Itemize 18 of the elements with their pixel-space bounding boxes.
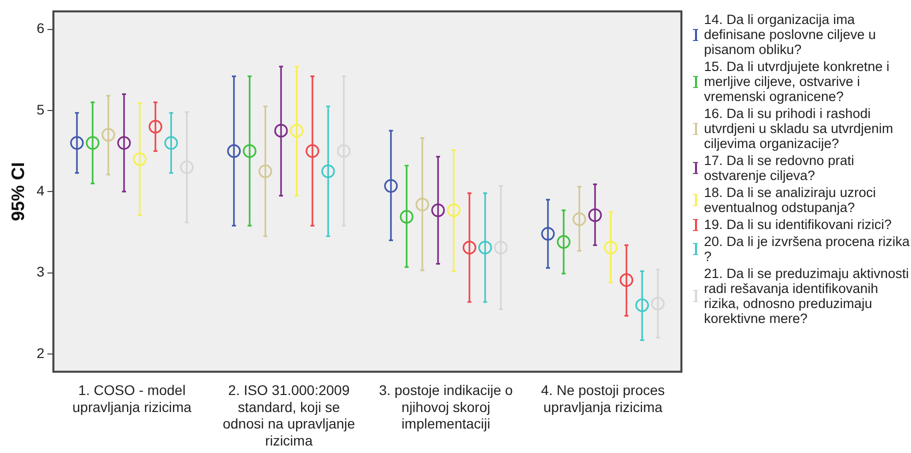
x-tick-label: 2. ISO 31.000:2009 standard, koji se odnosi na upravljanje rizicima [222, 382, 356, 448]
legend-label: 17. Da li se redovno prati ostvarenje ciljeva? [704, 153, 856, 183]
y-tick-label: 2 [36, 344, 45, 361]
legend-label: 19. Da li su identifikovani rizici? [704, 217, 892, 232]
y-tick-label: 3 [36, 264, 45, 280]
y-tick-label: 6 [36, 20, 45, 36]
x-tick-label: 3. postoje indikacije o njihovoj skoroj implementaciji [378, 382, 514, 432]
legend-label: 14. Da li organizacija ima definisane poslovne ciljeve u pisanom obliku? [704, 12, 877, 57]
legend-label: 16. Da li su prihodi i rashodi utvrdjeni u skladu sa utvrdjenim ciljevima organizacije? [704, 106, 894, 151]
legend-label: 18. Da li se analiziraju uzroci eventualnog odstupanja? [704, 185, 877, 215]
legend-label: 20. Da li je izvršena procena rizika ? [704, 234, 911, 264]
x-tick-label: 4. Ne postoji proces upravljanja rizicima [541, 382, 665, 415]
legend-label: 15. Da li utvrdjujete konkretne i merljive ciljeve, ostvarive i vremenski ogranicene? [704, 59, 890, 104]
y-tick-label: 5 [36, 101, 45, 118]
x-tick-label: 1. COSO - model upravljanja rizicima [72, 382, 192, 415]
y-tick-label: 4 [36, 182, 45, 198]
legend-label: 21. Da li se preduzimaju aktivnosti radi rešavanja identifikovanih rizika, odnosno preduzimaju korektivne mere? [704, 266, 910, 326]
y-axis-title: 95% CI [8, 162, 28, 222]
